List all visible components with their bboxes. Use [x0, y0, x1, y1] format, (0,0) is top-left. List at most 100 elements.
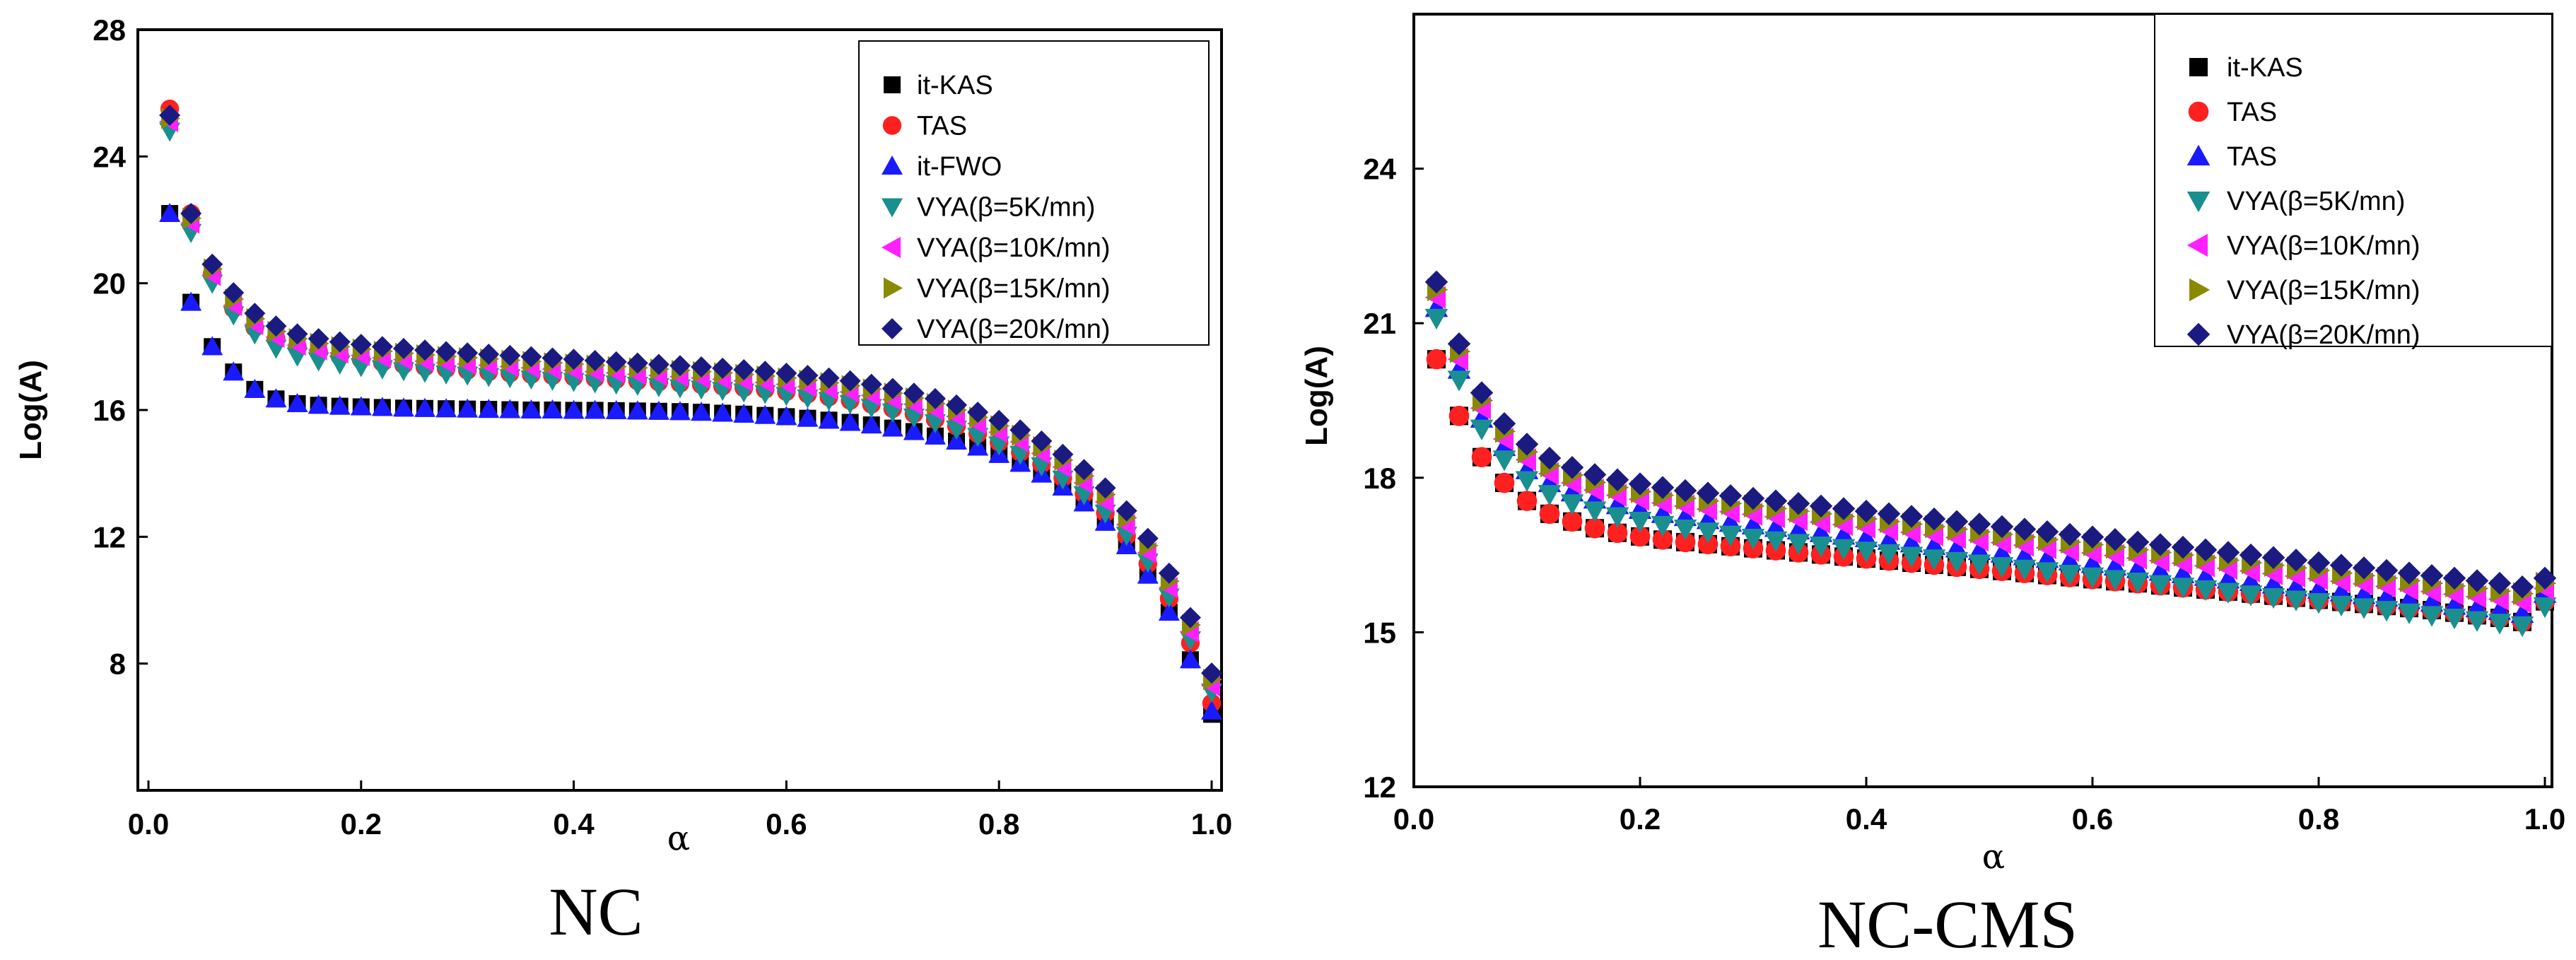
data-point — [1515, 471, 1539, 492]
data-point — [244, 378, 266, 398]
data-point — [499, 399, 521, 418]
data-point — [1809, 536, 1833, 558]
legend-label: VYA(β=15K/mn) — [2227, 276, 2420, 305]
data-point — [180, 291, 202, 311]
legend-label: it-KAS — [2227, 53, 2303, 83]
data-point — [2261, 587, 2285, 609]
data-point — [2080, 567, 2104, 588]
data-point — [2216, 541, 2240, 564]
data-point — [2533, 566, 2557, 590]
data-point — [2013, 517, 2037, 541]
legend-marker — [882, 237, 901, 258]
y-tick-label-nc: 20 — [93, 267, 126, 300]
data-point — [818, 409, 840, 429]
data-point — [2126, 572, 2150, 594]
data-point — [775, 362, 797, 384]
data-point — [1584, 517, 1605, 539]
data-point — [1492, 450, 1516, 472]
data-point — [2375, 601, 2399, 622]
data-point — [478, 344, 500, 365]
x-tick-label-nc-cms: 0.0 — [1393, 802, 1434, 836]
data-point — [308, 394, 329, 414]
data-point — [903, 382, 925, 404]
data-point — [797, 365, 819, 387]
legend-label: VYA(β=10K/mn) — [917, 233, 1111, 263]
data-point — [2352, 556, 2376, 580]
data-point — [626, 400, 648, 420]
data-point — [946, 420, 968, 440]
data-point — [1967, 513, 1991, 536]
data-point — [1179, 607, 1201, 628]
data-point — [1652, 529, 1673, 550]
legend-marker — [884, 277, 903, 299]
data-point — [882, 377, 903, 399]
legend-box-nc-cms — [2154, 13, 2553, 347]
legend-marker — [882, 156, 903, 175]
data-point — [350, 396, 372, 416]
legend-label: TAS — [917, 112, 967, 141]
panel-caption-nc: NC — [549, 874, 643, 949]
data-point — [1492, 412, 1516, 435]
data-point — [988, 436, 1010, 456]
data-point — [2442, 566, 2466, 590]
data-point — [1922, 549, 1946, 570]
data-point — [946, 430, 968, 450]
data-point — [1538, 485, 1562, 506]
data-point — [2397, 603, 2421, 624]
data-point — [2216, 583, 2240, 604]
data-point — [1201, 662, 1222, 684]
data-point — [1605, 507, 1629, 528]
data-point — [563, 349, 585, 370]
data-point — [967, 402, 989, 423]
data-point — [2488, 571, 2512, 595]
x-tick-label-nc: 0.6 — [766, 807, 807, 841]
x-axis-label-nc-cms: α — [1982, 837, 2005, 877]
data-point — [669, 355, 691, 377]
data-point — [2103, 570, 2127, 591]
data-point — [1809, 494, 1833, 518]
x-axis-label-nc: α — [667, 819, 690, 858]
legend-label: VYA(β=5K/mn) — [917, 193, 1095, 223]
y-tick-label-nc-cms: 12 — [1363, 771, 1396, 804]
data-point — [520, 399, 542, 418]
legend-marker — [882, 116, 902, 135]
data-point — [1719, 525, 1743, 546]
data-point — [1583, 463, 1607, 486]
data-point — [1471, 447, 1492, 467]
data-point — [1539, 503, 1560, 525]
x-tick-label-nc: 1.0 — [1191, 807, 1232, 841]
data-point — [584, 350, 606, 372]
plot-frame-nc-cms — [1412, 13, 2553, 788]
y-tick-label-nc: 16 — [93, 394, 126, 427]
legend-label: TAS — [2227, 142, 2277, 172]
y-axis-label-nc: Log(A) — [13, 360, 48, 460]
data-point — [1697, 534, 1719, 555]
data-point — [1094, 477, 1116, 499]
data-point — [1651, 515, 1675, 537]
data-point — [1424, 308, 1448, 330]
legend-nc-cms: it-KAS TAS TAS VYA(β=5K/mn) VYA(β=10K/mn) VYA… — [2154, 13, 2553, 350]
data-point — [1673, 519, 1697, 541]
data-point — [329, 331, 351, 353]
data-point — [903, 421, 925, 440]
data-point — [1786, 491, 1810, 515]
data-point — [2284, 549, 2308, 572]
data-point — [1854, 499, 1878, 523]
data-point — [626, 352, 648, 374]
x-tick-label-nc-cms: 1.0 — [2524, 802, 2565, 836]
legend-marker — [2186, 322, 2211, 346]
legend-marker — [2186, 144, 2211, 165]
data-point — [691, 356, 713, 378]
data-point — [2126, 530, 2150, 554]
data-point — [2171, 578, 2195, 599]
legend-marker — [2189, 58, 2208, 76]
data-point — [1447, 370, 1471, 392]
data-point — [2148, 533, 2172, 556]
legend-marker — [2186, 192, 2211, 213]
legend-label: VYA(β=10K/mn) — [2227, 231, 2420, 261]
data-point — [2171, 535, 2195, 559]
legend-label: VYA(β=20K/mn) — [2227, 320, 2420, 350]
data-point — [478, 399, 500, 418]
x-tick-label-nc-cms: 0.6 — [2072, 802, 2113, 836]
data-point — [839, 411, 861, 431]
